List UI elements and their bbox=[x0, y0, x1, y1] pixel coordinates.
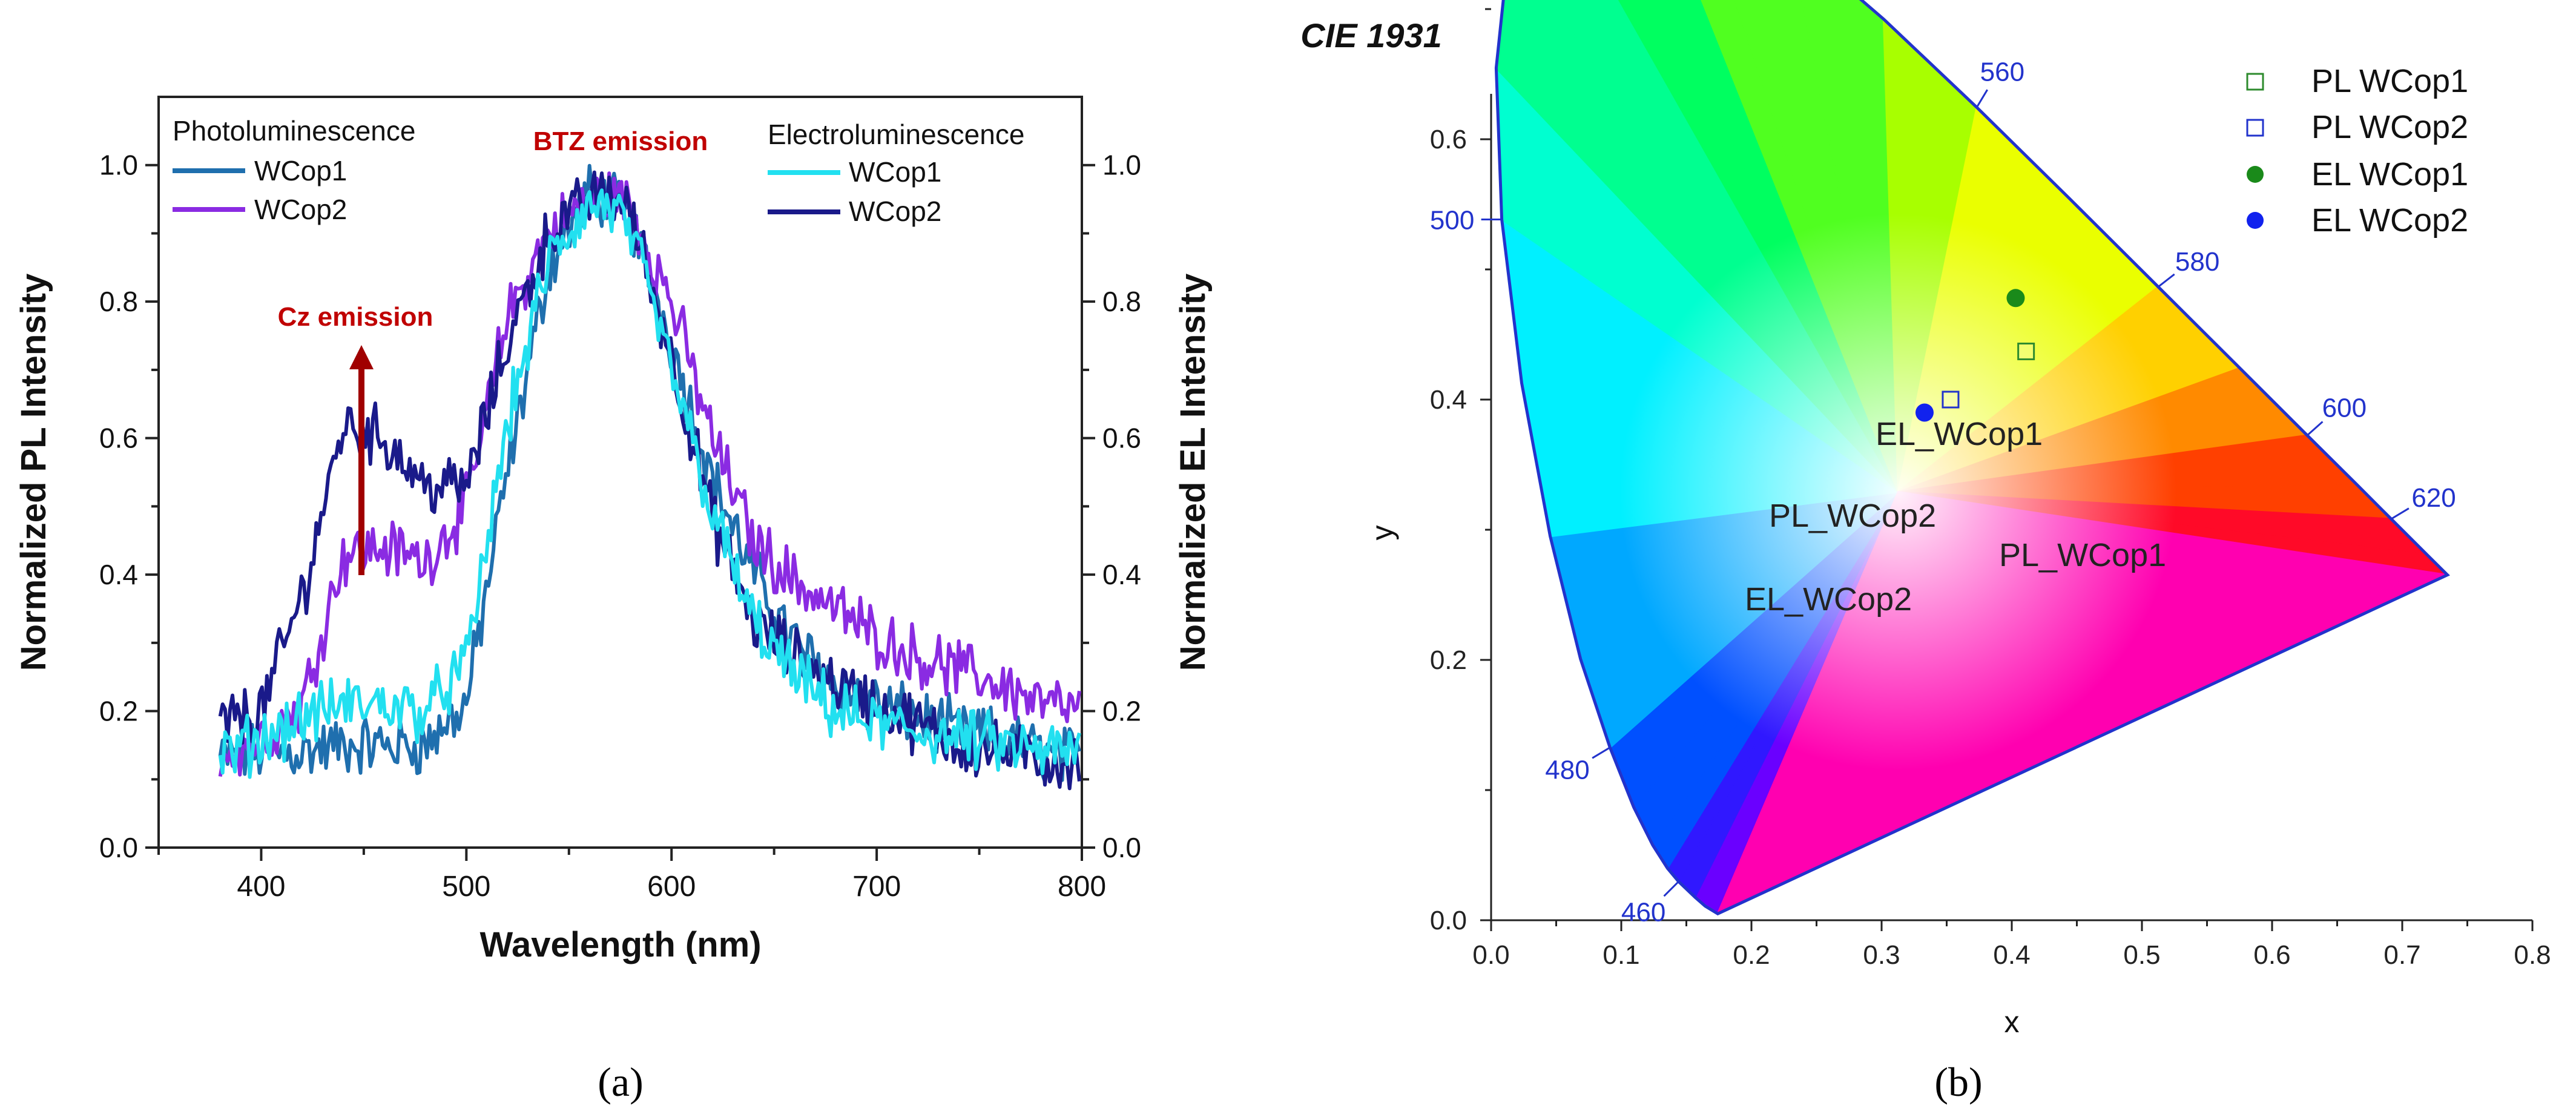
x-tick-label: 800 bbox=[1058, 871, 1106, 903]
cie-point-pl-wcop2 bbox=[1942, 390, 1960, 409]
cie-x-tick-label: 0.0 bbox=[1472, 940, 1509, 970]
wavelength-label: 480 bbox=[1545, 756, 1589, 785]
x-tick-label: 500 bbox=[442, 871, 490, 903]
point-label-pl-wcop1: PL_WCop1 bbox=[1999, 537, 2166, 573]
x-tick-label: 400 bbox=[237, 871, 285, 903]
y2-tick-label: 0.2 bbox=[1102, 696, 1141, 727]
legend-pl-wcop1-label: WCop1 bbox=[254, 155, 347, 186]
wavelength-tick bbox=[2307, 421, 2324, 437]
cie-points bbox=[1915, 289, 2035, 422]
cie-x-tick-label: 0.2 bbox=[1733, 940, 1770, 970]
cie-x-axis-title: x bbox=[2004, 1005, 2020, 1039]
spectra-x-axis: 400 500 600 700 800 bbox=[157, 848, 1106, 903]
wavelength-label: 600 bbox=[2322, 394, 2367, 423]
cie-color-gamut bbox=[1496, 0, 2448, 914]
cie-legend: PL WCop1 PL WCop2 EL WCop1 EL WCop2 bbox=[2246, 63, 2468, 239]
legend-el-wcop2: EL WCop2 bbox=[2311, 202, 2468, 239]
legend-pl-wcop2-marker bbox=[2246, 119, 2264, 137]
white-point-glow bbox=[1619, 213, 2177, 771]
wavelength-tick bbox=[1663, 881, 1679, 897]
legend-el-wcop2-label: WCop2 bbox=[849, 196, 941, 227]
y-tick-label: 1.0 bbox=[99, 150, 138, 181]
legend-el-wcop1: EL WCop1 bbox=[2311, 156, 2468, 193]
y-tick-label: 0.2 bbox=[99, 696, 138, 727]
legend-el-wcop1-label: WCop1 bbox=[849, 156, 941, 188]
legend-pl-wcop2: PL WCop2 bbox=[2311, 109, 2468, 145]
wavelength-label: 580 bbox=[2175, 247, 2219, 277]
cie-x-tick-label: 0.3 bbox=[1863, 940, 1900, 970]
cie-point-el-wcop1 bbox=[2006, 289, 2025, 308]
cie-x-tick-label: 0.8 bbox=[2514, 940, 2551, 970]
wavelength-label: 560 bbox=[1980, 57, 2024, 87]
cie-x-tick-label: 0.5 bbox=[2123, 940, 2160, 970]
cie-panel: CIE 1931 0.0 0.1 0.2 0.3 0.4 0.5 0.6 0.7 0.8 0.0… bbox=[1300, 0, 2551, 1105]
spectra-series-group bbox=[218, 163, 1081, 791]
legend-pl-wcop1: PL WCop1 bbox=[2311, 63, 2468, 99]
spectra-y-axis: 0.0 0.2 0.4 0.6 0.8 1.0 bbox=[99, 150, 159, 863]
cie-y-axis: 0.00.20.40.60.8 bbox=[1430, 8, 1491, 935]
cie-x-tick-label: 0.4 bbox=[1993, 940, 2030, 970]
legend-el-wcop2-marker bbox=[2247, 212, 2264, 229]
wavelength-tick bbox=[1592, 746, 1611, 759]
cie-y-tick-label: 0.4 bbox=[1430, 385, 1467, 415]
y2-tick-label: 0.4 bbox=[1102, 559, 1141, 590]
y-tick-label: 0.8 bbox=[99, 286, 138, 317]
y2-axis-title: Normalized EL Intensity bbox=[1173, 274, 1213, 671]
y-tick-label: 0.0 bbox=[99, 832, 138, 863]
spectra-y2-axis: 0.0 0.2 0.4 0.6 0.8 1.0 bbox=[1082, 150, 1141, 863]
wavelength-tick bbox=[1975, 89, 1988, 108]
legend-pl-title: Photoluminescence bbox=[173, 115, 415, 147]
spectral-wavelength-labels: 460480500520540560580600620 bbox=[1430, 57, 2456, 928]
legend-pl-wcop2-label: WCop2 bbox=[254, 194, 347, 225]
cie-point-el-wcop2 bbox=[1915, 403, 1934, 422]
spectra-panel: 400 500 600 700 800 0.00.20.40.60.81.0 0.00.… bbox=[14, 96, 1213, 1105]
legend-el-title: Electroluminescence bbox=[768, 119, 1024, 150]
x-axis-title: Wavelength (nm) bbox=[479, 925, 761, 964]
cie-point-pl-wcop1 bbox=[2017, 342, 2035, 360]
point-label-el-wcop1: EL_WCop1 bbox=[1876, 416, 2043, 452]
x-tick-label: 700 bbox=[852, 871, 901, 903]
spectrum-line-electroluminescence-wcop1 bbox=[218, 188, 1081, 779]
cie-x-tick-label: 0.7 bbox=[2383, 940, 2420, 970]
y-tick-label: 0.6 bbox=[99, 423, 138, 454]
panel-b-caption: (b) bbox=[1934, 1059, 1982, 1105]
wavelength-label: 460 bbox=[1621, 898, 1665, 928]
y2-tick-label: 1.0 bbox=[1102, 150, 1141, 181]
wavelength-label: 620 bbox=[2411, 483, 2456, 513]
cie-y-axis-title: y bbox=[1365, 526, 1399, 541]
point-label-el-wcop2: EL_WCop2 bbox=[1745, 581, 1912, 618]
legend-el-wcop1-marker bbox=[2247, 166, 2264, 183]
y2-tick-label: 0.0 bbox=[1102, 832, 1141, 863]
y2-tick-label: 0.6 bbox=[1102, 423, 1141, 454]
cie-y-tick-label: 0.0 bbox=[1430, 906, 1467, 935]
cie-x-tick-label: 0.6 bbox=[2253, 940, 2290, 970]
wavelength-tick bbox=[2390, 507, 2410, 520]
cz-emission-annotation: Cz emission bbox=[278, 302, 433, 332]
btz-emission-annotation: BTZ emission bbox=[533, 127, 708, 156]
cie-x-axis: 0.0 0.1 0.2 0.3 0.4 0.5 0.6 0.7 0.8 bbox=[1472, 920, 2551, 970]
y-tick-label: 0.4 bbox=[99, 559, 138, 590]
x-tick-label: 600 bbox=[647, 871, 696, 903]
spectra-plot-frame bbox=[157, 96, 1083, 849]
cie-title: CIE 1931 bbox=[1300, 16, 1442, 54]
cie-y-tick-label: 0.6 bbox=[1430, 125, 1467, 154]
spectral-locus-outline bbox=[1494, 0, 2450, 916]
wavelength-tick bbox=[2157, 273, 2175, 288]
point-label-pl-wcop2: PL_WCop2 bbox=[1769, 498, 1936, 534]
y-axis-title: Normalized PL Intensity bbox=[14, 274, 53, 671]
panel-a-caption: (a) bbox=[598, 1059, 643, 1105]
wavelength-label: 500 bbox=[1430, 205, 1474, 235]
legend-pl-wcop1-marker bbox=[2246, 73, 2264, 91]
cie-y-tick-label: 0.2 bbox=[1430, 645, 1467, 675]
cie-x-tick-label: 0.1 bbox=[1603, 940, 1639, 970]
y2-tick-label: 0.8 bbox=[1102, 286, 1141, 317]
